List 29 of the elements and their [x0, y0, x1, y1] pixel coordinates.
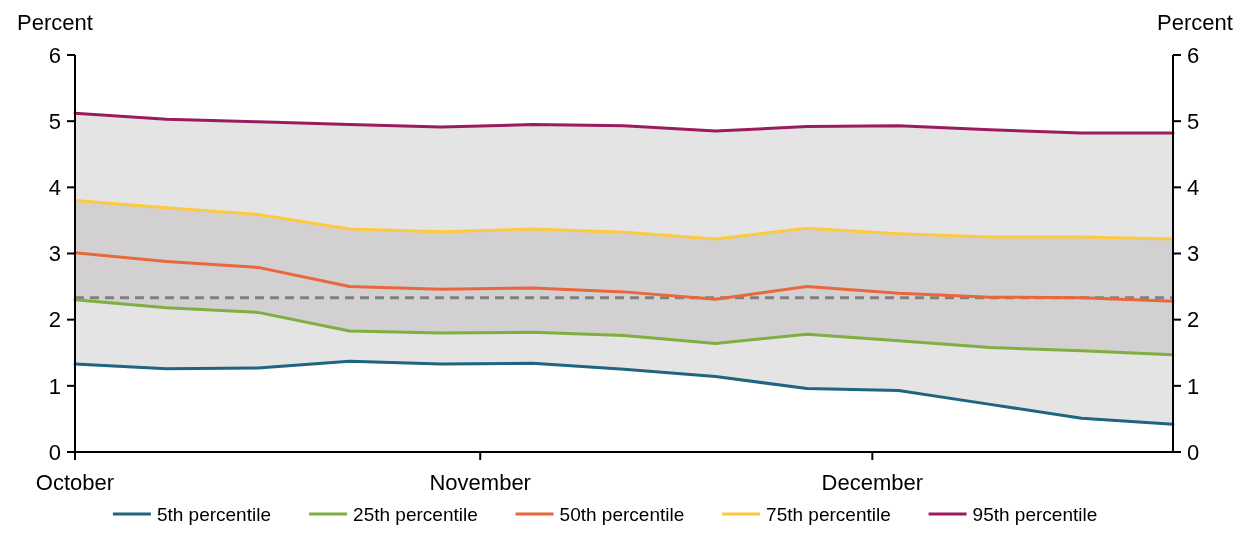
y-tick-label: 3	[48, 241, 61, 267]
y-tick-label: 2	[48, 307, 61, 333]
legend-label: 75th percentile	[766, 503, 891, 525]
y-tick-label: 5	[48, 108, 61, 134]
y-tick-label: 6	[48, 42, 61, 68]
line-series	[73, 199, 1175, 241]
y2-tick-label: 0	[1187, 439, 1200, 465]
line-series	[73, 359, 1175, 426]
x-tick-label: November	[429, 470, 531, 495]
y-tick-label: 0	[48, 439, 61, 465]
y-axis-title: Percent	[17, 10, 93, 35]
x-tick-label: December	[821, 470, 924, 495]
legend-label: 95th percentile	[972, 503, 1098, 525]
x-tick-label: October	[35, 470, 115, 495]
y2-tick-label: 4	[1187, 175, 1200, 201]
y2-tick-label: 6	[1187, 42, 1200, 68]
y2-axis-title: Percent	[1157, 10, 1233, 35]
y-tick-label: 1	[48, 373, 61, 399]
y2-tick-label: 3	[1187, 241, 1200, 267]
y2-tick-label: 5	[1187, 108, 1200, 134]
line-series	[73, 251, 1175, 303]
legend-label: 5th percentile	[156, 503, 271, 525]
line-series	[73, 298, 1175, 357]
y2-tick-label: 2	[1187, 307, 1200, 333]
legend-label: 25th percentile	[353, 503, 478, 525]
line-series	[73, 111, 1175, 135]
legend-label: 50th percentile	[559, 503, 685, 525]
y2-tick-label: 1	[1187, 373, 1200, 399]
y-tick-label: 4	[48, 175, 61, 201]
